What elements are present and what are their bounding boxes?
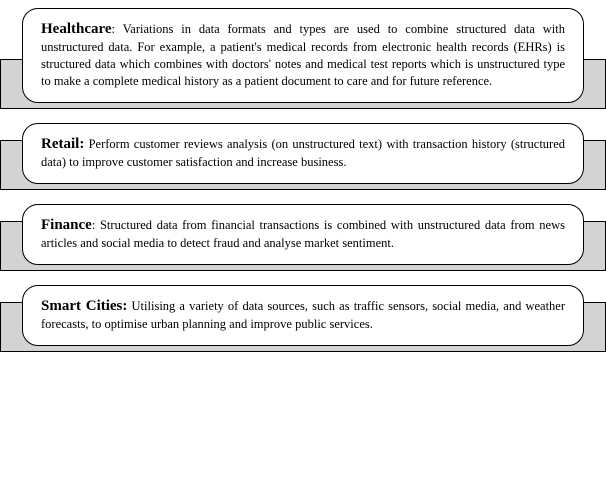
block-title: Retail:: [41, 136, 84, 152]
card: Retail: Perform customer reviews analysi…: [22, 123, 584, 184]
card: Finance: Structured data from financial …: [22, 204, 584, 265]
info-block-retail: Retail: Perform customer reviews analysi…: [0, 123, 606, 184]
info-block-healthcare: Healthcare: Variations in data formats a…: [0, 8, 606, 103]
block-title: Healthcare: [41, 21, 112, 37]
info-block-smart-cities: Smart Cities: Utilising a variety of dat…: [0, 285, 606, 346]
block-title: Finance: [41, 217, 92, 233]
block-body: Perform customer reviews analysis (on un…: [41, 137, 565, 169]
info-block-finance: Finance: Structured data from financial …: [0, 204, 606, 265]
card: Healthcare: Variations in data formats a…: [22, 8, 584, 103]
block-body: : Variations in data formats and types a…: [41, 22, 565, 88]
block-title: Smart Cities:: [41, 298, 127, 314]
block-body: : Structured data from financial transac…: [41, 218, 565, 250]
card: Smart Cities: Utilising a variety of dat…: [22, 285, 584, 346]
